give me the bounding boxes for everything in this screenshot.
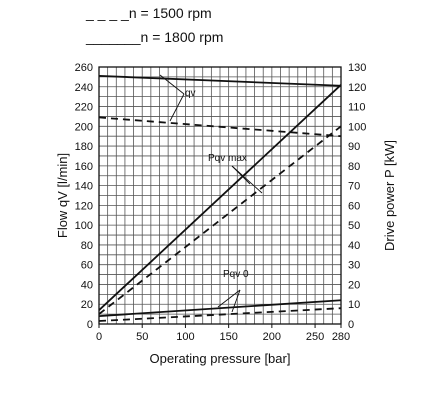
annotation-leader-pqv-max — [231, 165, 263, 194]
legend-dash-1500: _ _ _ _ — [86, 5, 129, 21]
y-left-tick-label: 140 — [75, 181, 93, 193]
y-right-tick-label: 30 — [348, 260, 360, 272]
series-line-pqv-0-1800 — [98, 299, 342, 317]
legend-label-1800: n = 1800 rpm — [140, 29, 224, 45]
y-right-tick-label: 10 — [348, 299, 360, 311]
legend-item-1800: _______n = 1800 rpm — [86, 29, 223, 45]
y-left-tick-label: 0 — [87, 319, 93, 331]
x-tick-label: 100 — [176, 331, 194, 343]
y-left-tick-label: 80 — [81, 240, 93, 252]
annotation-pqv-0: Pqv 0 — [223, 269, 249, 280]
plot-frame — [98, 66, 342, 325]
y-right-tick-label: 100 — [348, 121, 366, 133]
x-tick-label: 150 — [219, 331, 237, 343]
y-left-tick-label: 20 — [81, 299, 93, 311]
annotation-leader-qv — [169, 93, 185, 122]
legend-item-1500: _ _ _ _n = 1500 rpm — [86, 5, 212, 21]
series-line-pqv-0-1500 — [98, 307, 342, 322]
series-line-qv-1500 — [98, 116, 342, 138]
y-axis-label-left: Flow qV [l/min] — [55, 153, 70, 238]
legend-label-1500: n = 1500 rpm — [128, 5, 212, 21]
y-right-tick-label: 120 — [348, 82, 366, 94]
x-tick-label: 50 — [136, 331, 148, 343]
y-right-tick-label: 50 — [348, 220, 360, 232]
y-right-tick-label: 70 — [348, 181, 360, 193]
y-right-tick-label: 80 — [348, 161, 360, 173]
y-right-tick-label: 60 — [348, 200, 360, 212]
y-left-tick-label: 100 — [75, 220, 93, 232]
y-left-tick-label: 260 — [75, 62, 93, 74]
y-left-tick-label: 220 — [75, 102, 93, 114]
y-left-tick-label: 160 — [75, 161, 93, 173]
y-right-tick-label: 110 — [348, 102, 366, 114]
series-line-pqv-max-1800 — [98, 84, 342, 311]
y-left-tick-label: 200 — [75, 121, 93, 133]
y-left-tick-label: 240 — [75, 82, 93, 94]
x-axis-label: Operating pressure [bar] — [150, 351, 291, 366]
y-left-tick-label: 40 — [81, 279, 93, 291]
x-tick-label: 200 — [263, 331, 281, 343]
y-right-tick-label: 20 — [348, 279, 360, 291]
y-left-tick-label: 180 — [75, 141, 93, 153]
y-right-tick-label: 0 — [348, 319, 354, 331]
x-tick-label: 250 — [306, 331, 324, 343]
annotation-pqv-max: Pqv max — [208, 153, 247, 164]
x-tick-label: 0 — [96, 331, 102, 343]
series-line-pqv-max-1500 — [98, 125, 342, 315]
y-right-tick-label: 130 — [348, 62, 366, 74]
annotation-leader-pqv-0 — [217, 289, 241, 308]
y-left-tick-label: 120 — [75, 200, 93, 212]
y-right-tick-label: 90 — [348, 141, 360, 153]
y-left-tick-label: 60 — [81, 260, 93, 272]
annotation-leader-qv — [159, 74, 185, 95]
annotation-leader-pqv-0 — [231, 289, 241, 313]
annotation-qv: qv — [185, 88, 196, 99]
series-line-qv-1800 — [98, 74, 342, 87]
y-right-tick-label: 40 — [348, 240, 360, 252]
x-tick-label: 280 — [332, 331, 350, 343]
y-axis-label-right: Drive power P [kW] — [382, 140, 397, 251]
legend-dash-1800: _______ — [86, 29, 141, 45]
